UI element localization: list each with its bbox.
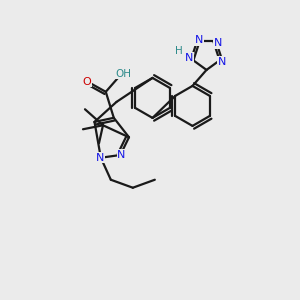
Text: H: H <box>176 46 183 56</box>
Text: N: N <box>185 53 194 63</box>
Text: N: N <box>195 35 203 45</box>
Text: N: N <box>117 150 125 160</box>
Text: N: N <box>218 57 226 67</box>
Text: O: O <box>82 77 91 87</box>
Text: OH: OH <box>116 69 132 79</box>
Text: N: N <box>214 38 222 48</box>
Text: N: N <box>96 153 104 163</box>
